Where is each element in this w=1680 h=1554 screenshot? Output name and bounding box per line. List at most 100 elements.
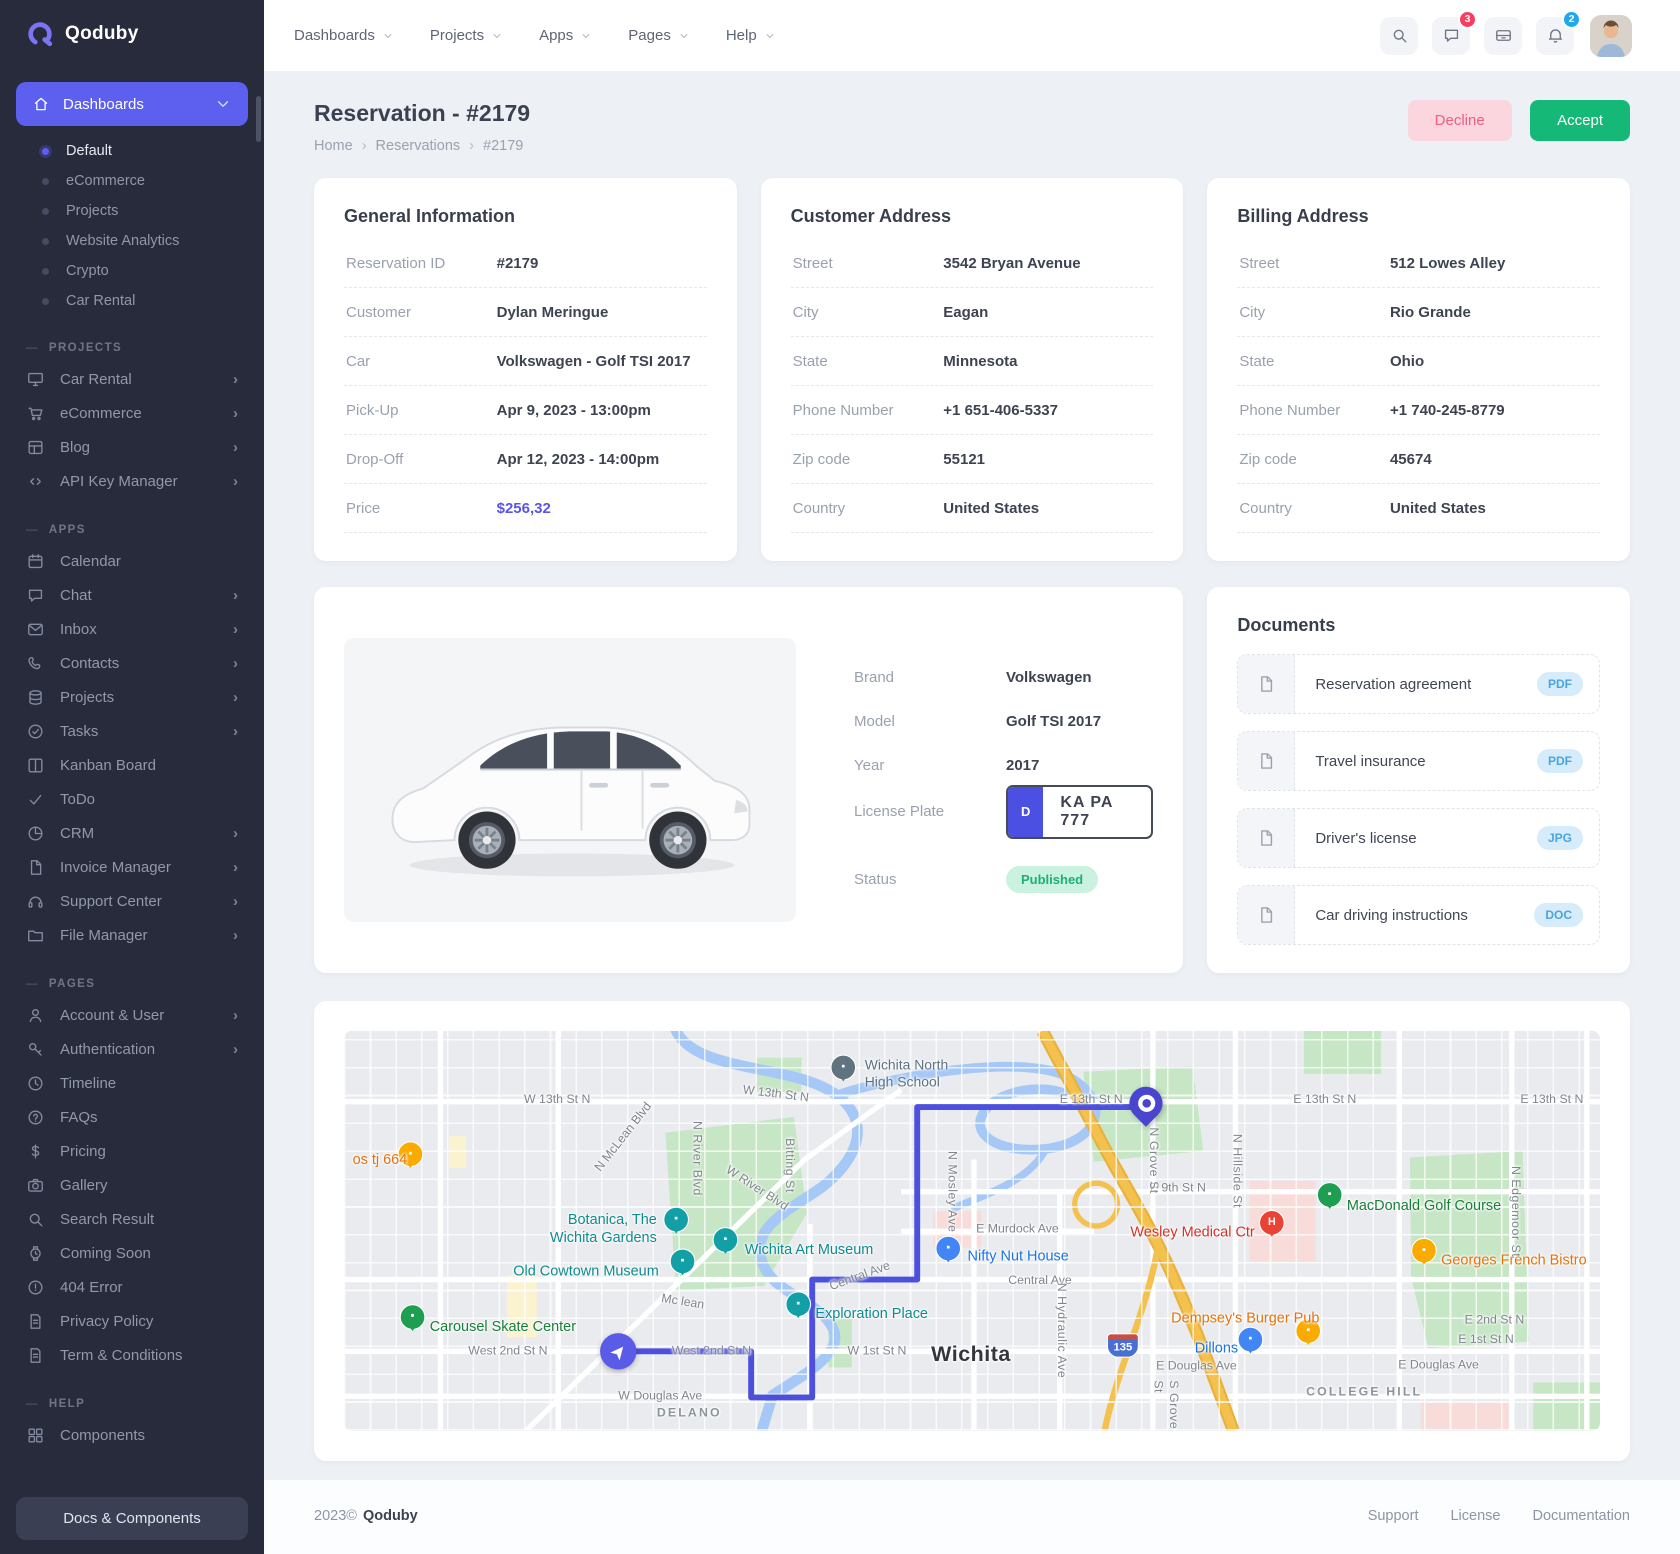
document-item[interactable]: Driver's license JPG [1237, 808, 1600, 868]
sidebar-item[interactable]: Search Result [0, 1202, 264, 1236]
decline-button[interactable]: Decline [1407, 100, 1512, 141]
map-pin[interactable]: ▪ [785, 1291, 812, 1318]
sidebar-item[interactable]: Kanban Board [0, 748, 264, 782]
sidebar-active-label: Dashboards [63, 95, 144, 113]
footer-link[interactable]: License [1450, 1508, 1501, 1524]
sidebar-item[interactable]: ToDo [0, 782, 264, 816]
document-item[interactable]: Reservation agreement PDF [1237, 654, 1600, 714]
notification-badge: 3 [1458, 9, 1477, 29]
sidebar-item[interactable]: Car Rental › [0, 362, 264, 396]
sidebar-item[interactable]: CRM › [0, 816, 264, 850]
license-plate: D KA PA 777 [1006, 784, 1154, 839]
chevron-right-icon: › [233, 824, 238, 842]
sidebar-item[interactable]: Contacts › [0, 646, 264, 680]
sidebar-item[interactable]: Support Center › [0, 884, 264, 918]
sidebar-item[interactable]: Components [0, 1418, 264, 1452]
vehicle-card: Brand Volkswagen Model Golf TSI 2017 Yea… [314, 587, 1184, 973]
bullet-dot-icon [42, 267, 49, 275]
sidebar-item-icon [26, 824, 45, 843]
interstate-135-shield: 135 [1106, 1333, 1139, 1358]
sidebar-subitem[interactable]: Projects [0, 196, 264, 226]
nav-menu-item[interactable]: Projects [430, 27, 503, 44]
nav-menu-item[interactable]: Dashboards [294, 27, 394, 44]
map-pin[interactable]: ▪ [397, 1141, 424, 1168]
sidebar-subitem[interactable]: Crypto [0, 256, 264, 286]
user-avatar[interactable] [1590, 14, 1632, 57]
notifications-button[interactable]: 2 [1536, 9, 1581, 55]
footer-link[interactable]: Documentation [1532, 1508, 1630, 1524]
sidebar-subitem[interactable]: Default [0, 136, 264, 166]
sidebar-item-label: Term & Conditions [60, 1346, 183, 1364]
sidebar-item[interactable]: Pricing [0, 1134, 264, 1168]
sidebar-item-label: Car Rental [60, 370, 132, 388]
sidebar-item[interactable]: Gallery [0, 1168, 264, 1202]
info-label: Street [1239, 254, 1280, 272]
info-row: Phone Number +1 651-406-5337 [790, 386, 1154, 435]
route-origin-marker[interactable] [600, 1333, 637, 1370]
search-button[interactable] [1380, 16, 1418, 55]
docs-components-button[interactable]: Docs & Components [16, 1497, 248, 1540]
sidebar-item-icon [26, 438, 45, 457]
footer-link[interactable]: Support [1367, 1508, 1419, 1524]
sidebar-subitem[interactable]: Website Analytics [0, 226, 264, 256]
sidebar-item[interactable]: Tasks › [0, 714, 264, 748]
nav-menu-item[interactable]: Apps [539, 27, 592, 44]
breadcrumb-item[interactable]: Home [314, 138, 353, 154]
sidebar-item[interactable]: Calendar [0, 544, 264, 578]
map-label: E Murdock Ave [976, 1222, 1059, 1236]
document-item[interactable]: Travel insurance PDF [1237, 731, 1600, 791]
map-pin[interactable]: ▪ [712, 1227, 739, 1253]
accept-button[interactable]: Accept [1530, 100, 1630, 141]
sidebar-item[interactable]: Projects › [0, 680, 264, 714]
nav-menu-item[interactable]: Help [726, 27, 776, 44]
sidebar-item[interactable]: Term & Conditions [0, 1338, 264, 1372]
map-pin[interactable]: ▪ [830, 1054, 857, 1081]
breadcrumb-item[interactable]: Reservations [375, 138, 461, 154]
sidebar-item[interactable]: FAQs [0, 1100, 264, 1134]
sidebar-item[interactable]: Inbox › [0, 612, 264, 646]
sidebar-item[interactable]: Privacy Policy [0, 1304, 264, 1338]
sidebar-subitem[interactable]: eCommerce [0, 166, 264, 196]
map-pin[interactable]: ▪ [1316, 1182, 1343, 1208]
sidebar-item[interactable]: API Key Manager › [0, 464, 264, 498]
map-pin[interactable]: ▪ [1411, 1237, 1437, 1264]
map-pin[interactable]: • [399, 1304, 426, 1330]
map-pin[interactable]: ▪ [663, 1206, 689, 1233]
sidebar-item[interactable]: Account & User › [0, 998, 264, 1032]
sidebar-item[interactable]: Chat › [0, 578, 264, 612]
map-pin[interactable]: ▪ [935, 1235, 962, 1262]
card-title: General Information [344, 206, 516, 226]
map-pin[interactable]: ▪ [669, 1248, 696, 1275]
sidebar-item[interactable]: Coming Soon [0, 1236, 264, 1270]
document-item[interactable]: Car driving instructions DOC [1237, 885, 1600, 945]
document-name: Travel insurance [1315, 752, 1426, 770]
sidebar-item-label: eCommerce [60, 404, 142, 422]
main-content: Reservation - #2179 Home › Reservations … [264, 72, 1680, 1554]
messages-button[interactable]: 3 [1432, 9, 1477, 55]
info-label: Phone Number [792, 401, 894, 419]
breadcrumb-item[interactable]: #2179 [483, 138, 524, 154]
sidebar-subitem[interactable]: Car Rental [0, 286, 264, 316]
map-label: Wichita North High School [864, 1056, 949, 1091]
nav-menu-item[interactable]: Pages [628, 27, 690, 44]
sidebar-item[interactable]: Authentication › [0, 1032, 264, 1066]
sidebar-item[interactable]: File Manager › [0, 918, 264, 952]
sidebar-item[interactable]: Invoice Manager › [0, 850, 264, 884]
map-pin[interactable]: ▪ [1237, 1326, 1264, 1353]
archive-button[interactable] [1484, 16, 1522, 55]
sidebar-item-dashboards[interactable]: Dashboards [16, 82, 248, 126]
topbar: Dashboards Projects Apps Pages [264, 0, 1680, 72]
sidebar-item[interactable]: Blog › [0, 430, 264, 464]
breadcrumb-separator: › [469, 138, 474, 154]
map-pin[interactable]: H [1258, 1209, 1285, 1236]
sidebar-item-label: Search Result [60, 1210, 155, 1228]
map-label: E Douglas Ave [1398, 1358, 1479, 1372]
brand-logo[interactable]: Qoduby [0, 0, 264, 64]
sidebar-scrollbar[interactable] [256, 96, 261, 142]
sidebar-item[interactable]: 404 Error [0, 1270, 264, 1304]
card-title: Billing Address [1237, 206, 1369, 226]
sidebar-item[interactable]: Timeline [0, 1066, 264, 1100]
sidebar-item[interactable]: eCommerce › [0, 396, 264, 430]
map[interactable]: ▪ ▪ ▪ ▪ [344, 1031, 1600, 1431]
map-pin[interactable]: ▪ [1295, 1318, 1322, 1344]
